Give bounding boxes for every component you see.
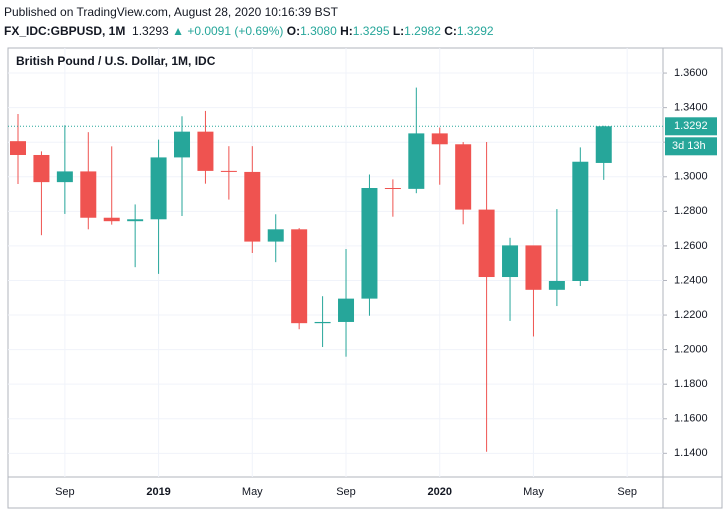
y-tick-label: 1.2000 [674, 344, 708, 356]
candle-body [127, 219, 144, 222]
o-value: 1.3080 [300, 24, 337, 38]
x-tick-label: Sep [336, 486, 356, 498]
candle-body [408, 133, 425, 189]
y-tick-label: 1.2400 [674, 274, 708, 286]
candle-body [595, 126, 612, 163]
candle-body [197, 131, 214, 171]
countdown-tag [665, 137, 717, 156]
o-label: O: [286, 24, 301, 38]
x-tick-label: 2020 [427, 486, 451, 498]
candle-body [267, 229, 284, 242]
candle-body [548, 280, 565, 290]
candle-body [384, 188, 401, 190]
h-label: H: [340, 24, 353, 38]
y-tick-label: 1.3400 [674, 102, 708, 114]
countdown-label: 3d 13h [672, 140, 706, 152]
header: Published on TradingView.com, August 28,… [4, 3, 494, 41]
c-label: C: [444, 24, 457, 38]
candle-body [220, 170, 237, 172]
candle-body [572, 161, 589, 281]
y-tick-label: 1.1400 [674, 447, 708, 459]
candle-body [314, 321, 331, 324]
l-label: L: [392, 24, 405, 38]
x-tick-label: Sep [617, 486, 637, 498]
y-tick-label: 1.2600 [674, 240, 708, 252]
frame [7, 47, 723, 509]
candle-body [150, 157, 167, 220]
y-tick-label: 1.3600 [674, 67, 708, 79]
candle-body [174, 131, 191, 158]
x-tick-label: Sep [55, 486, 75, 498]
c-value: 1.3292 [456, 24, 494, 38]
y-tick-label: 1.2800 [674, 205, 708, 217]
candle-body [244, 171, 261, 242]
candle-body [56, 171, 73, 183]
y-tick-label: 1.1600 [674, 413, 708, 425]
y-tick-label: 1.2200 [674, 309, 708, 321]
candle-body [33, 154, 50, 183]
candle-body [10, 141, 26, 155]
candle-body [80, 171, 97, 218]
l-value: 1.2982 [404, 24, 441, 38]
x-tick-label: May [242, 486, 263, 498]
arrow: ▲ [172, 24, 184, 38]
published: Published on TradingView.com, August 28,… [4, 5, 339, 19]
y-tick-label: 1.3000 [674, 171, 708, 183]
candle-body [291, 229, 308, 324]
y-tick-label: 1.1800 [674, 378, 708, 390]
candle-body [478, 209, 495, 278]
published-line: Published on TradingView.com, August 28,… [4, 3, 494, 22]
candle-body [502, 245, 519, 278]
change: +0.0091 (+0.69%) [187, 24, 284, 38]
candle-body [525, 245, 542, 290]
legend: British Pound / U.S. Dollar, 1M, IDC [16, 54, 216, 68]
h-value: 1.3295 [352, 24, 390, 38]
candle-body [431, 133, 448, 145]
symbol: FX_IDC:GBPUSD, 1M [4, 24, 126, 38]
x-tick-label: May [523, 486, 544, 498]
price: 1.3293 [132, 24, 169, 38]
last-price-tag [665, 117, 717, 136]
candle-body [361, 188, 378, 299]
candle-body [103, 217, 120, 222]
last-price-label: 1.3292 [674, 120, 708, 132]
candle-body [455, 144, 472, 210]
quote-line: FX_IDC:GBPUSD, 1M 1.3293 ▲ +0.0091 (+0.6… [4, 22, 494, 41]
candle-body [338, 298, 355, 322]
x-tick-label: 2019 [146, 486, 170, 498]
